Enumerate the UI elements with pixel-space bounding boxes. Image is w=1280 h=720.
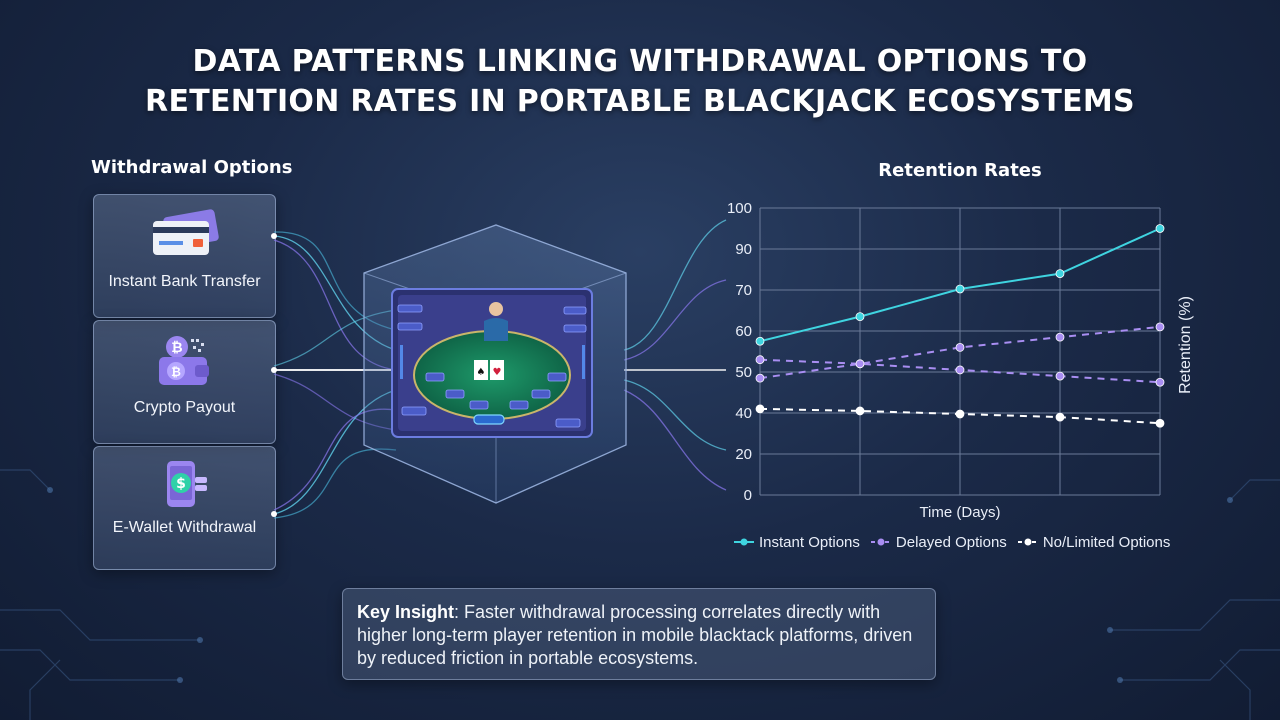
page-title: DATA PATTERNS LINKING WITHDRAWAL OPTIONS… [0, 42, 1280, 122]
title-line-1: DATA PATTERNS LINKING WITHDRAWAL OPTIONS… [192, 44, 1088, 79]
option-card-crypto-payout: ₿ ₿ Crypto Payout [93, 320, 276, 444]
retention-line-chart: 100 90 70 60 50 40 20 0 Time (Days) Retention (… [727, 200, 1194, 521]
series-line [759, 325, 1161, 380]
svg-text:♥: ♥ [493, 367, 502, 378]
chart-legend: Instant Options Delayed Options No/Limited… [733, 532, 1180, 552]
svg-text:$: $ [176, 476, 186, 492]
data-point [755, 373, 765, 383]
y-tick-label: 60 [735, 323, 752, 340]
chart-grid [759, 207, 1161, 496]
data-point [955, 342, 965, 352]
withdrawal-options-heading: Withdrawal Options [91, 157, 293, 178]
option-card-instant-bank-transfer: Instant Bank Transfer [93, 194, 276, 318]
phone-wallet-icon: $ [166, 461, 207, 507]
crypto-wallet-icon: ₿ ₿ [158, 336, 209, 385]
y-tick-label: 70 [735, 282, 752, 299]
key-insight-label: Key Insight [357, 602, 455, 622]
option-label: Instant Bank Transfer [108, 273, 261, 290]
key-insight-box: Key Insight: Faster withdrawal processin… [342, 588, 936, 680]
data-point [1155, 377, 1165, 387]
y-tick-labels: 100 90 70 60 50 40 20 0 [727, 200, 752, 504]
svg-text:₿: ₿ [171, 340, 182, 356]
y-tick-label: 50 [735, 364, 752, 381]
chart-series [755, 224, 1165, 428]
legend-swatch [734, 538, 754, 546]
data-point [1055, 371, 1065, 381]
y-tick-label: 90 [735, 241, 752, 258]
data-point [855, 312, 865, 322]
chart-title: Retention Rates [878, 160, 1042, 181]
title-line-2: RETENTION RATES IN PORTABLE BLACKJACK EC… [145, 84, 1135, 119]
legend-item: Delayed Options [870, 534, 1007, 551]
data-point [855, 359, 865, 369]
data-point [755, 355, 765, 365]
option-card-e-wallet-withdrawal: $ E-Wallet Withdrawal [93, 446, 276, 570]
data-point [755, 404, 765, 414]
legend-swatch [1017, 538, 1038, 546]
option-label: Crypto Payout [133, 399, 236, 416]
legend-label: Delayed Options [895, 533, 1007, 551]
y-tick-label: 100 [727, 200, 752, 217]
legend-item: No/Limited Options [1017, 533, 1171, 551]
y-axis-label: Retention (%) [1177, 296, 1194, 394]
data-point [1055, 412, 1065, 422]
data-point [955, 409, 965, 419]
option-label: E-Wallet Withdrawal [112, 519, 257, 536]
y-tick-label: 20 [735, 446, 752, 463]
legend-swatch [870, 538, 891, 546]
data-point [1155, 224, 1165, 233]
credit-card-icon [152, 209, 219, 255]
data-point [1055, 332, 1065, 342]
legend-label: Instant Options [759, 533, 860, 551]
data-point [955, 284, 965, 294]
legend-label: No/Limited Options [1042, 533, 1171, 551]
y-tick-label: 0 [744, 487, 752, 504]
key-insight-text: : Faster withdrawal processing correlate… [357, 602, 913, 668]
x-axis-label: Time (Days) [919, 504, 1000, 521]
data-point [1155, 322, 1165, 332]
flow-lines-right [623, 219, 727, 491]
svg-text:₿: ₿ [171, 365, 181, 379]
legend-item: Instant Options [733, 534, 860, 551]
blackjack-table-cube-illustration: ♠ ♥ [363, 224, 627, 504]
data-point [955, 365, 965, 375]
data-point [755, 336, 765, 346]
data-point [1055, 269, 1065, 278]
data-point [855, 406, 865, 416]
svg-text:♠: ♠ [477, 367, 486, 378]
y-tick-label: 40 [735, 405, 752, 422]
data-point [1155, 418, 1165, 428]
